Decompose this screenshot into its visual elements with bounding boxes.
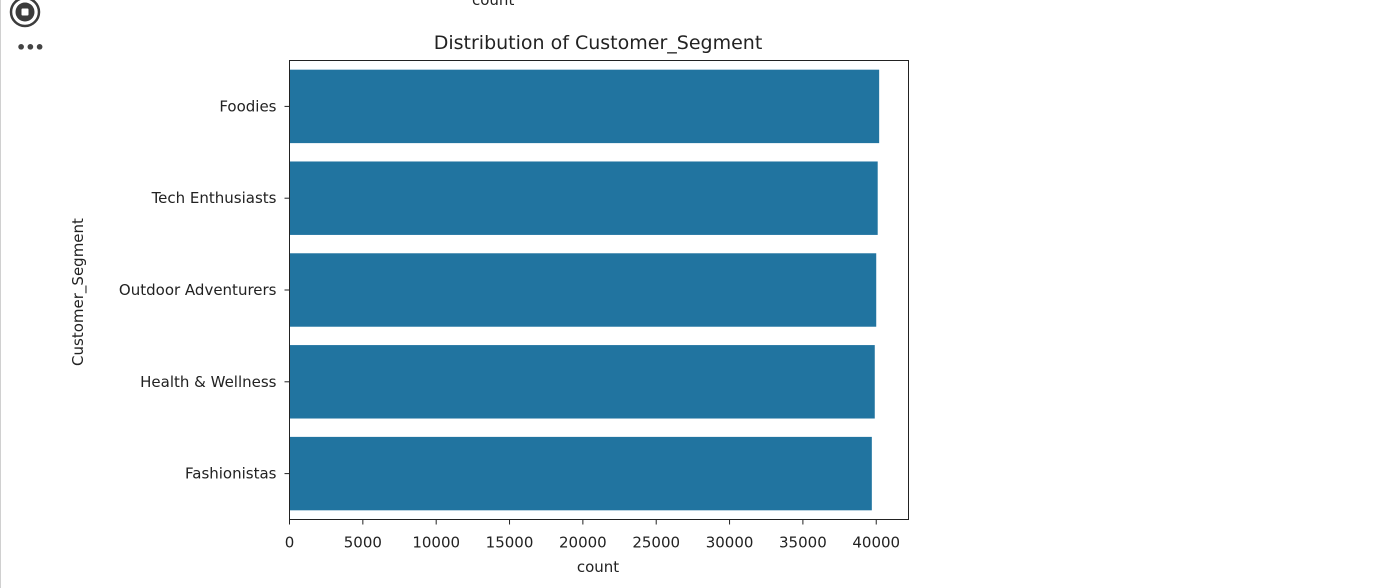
y-tick-label: Health & Wellness (140, 373, 277, 391)
x-tick-label: 40000 (852, 534, 900, 552)
cell-left-border (0, 0, 1, 588)
y-tick-label: Foodies (219, 97, 276, 115)
bar (289, 253, 877, 327)
y-tick-label: Outdoor Adventurers (119, 281, 277, 299)
y-axis-label: Customer_Segment (69, 218, 88, 366)
chart-title: Distribution of Customer_Segment (434, 32, 763, 54)
x-tick-label: 5000 (344, 534, 382, 552)
y-tick-label: Tech Enthusiasts (151, 189, 277, 207)
x-tick-label: 30000 (706, 534, 754, 552)
previous-output-axis-label: count (472, 0, 515, 9)
x-tick-label: 35000 (779, 534, 827, 552)
bar (289, 345, 875, 419)
y-tick-label: Fashionistas (185, 465, 277, 483)
cell-more-options-icon[interactable]: ••• (16, 38, 45, 57)
bar (289, 161, 878, 235)
bar (289, 69, 880, 144)
stop-execution-button[interactable] (9, 0, 41, 28)
x-axis-label: count (577, 558, 619, 576)
x-tick-label: 25000 (632, 534, 680, 552)
x-tick-label: 20000 (559, 534, 607, 552)
x-tick-label: 10000 (412, 534, 460, 552)
bar (289, 436, 872, 511)
x-tick-label: 15000 (486, 534, 534, 552)
x-tick-label: 0 (285, 534, 295, 552)
stop-circle-icon (9, 0, 41, 28)
